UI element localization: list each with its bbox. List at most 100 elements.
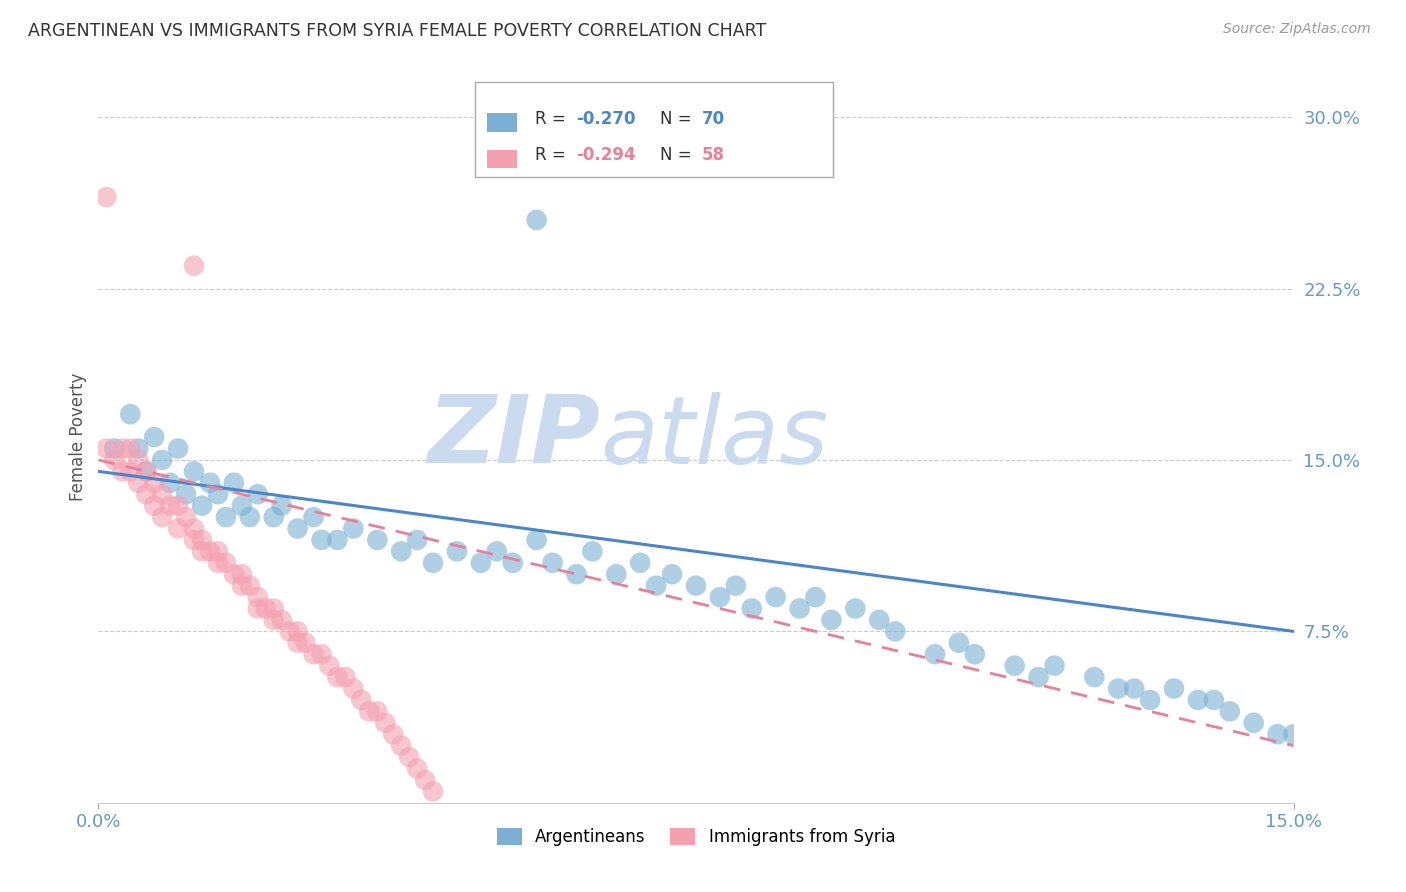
Point [150, 453, 173, 467]
Point [924, 647, 946, 661]
Point [198, 475, 221, 490]
Point [143, 430, 166, 444]
Point [207, 556, 229, 570]
Point [302, 510, 325, 524]
Point [1282, 727, 1305, 741]
Point [183, 464, 205, 478]
Point [191, 499, 214, 513]
Text: R =: R = [534, 110, 571, 128]
Point [422, 784, 444, 798]
Point [398, 750, 420, 764]
FancyBboxPatch shape [486, 113, 517, 132]
Point [103, 442, 125, 456]
Point [804, 590, 827, 604]
Point [685, 579, 707, 593]
Legend: Argentineans, Immigrants from Syria: Argentineans, Immigrants from Syria [489, 822, 903, 853]
Point [135, 487, 157, 501]
Point [127, 442, 149, 456]
Point [1004, 658, 1026, 673]
Point [581, 544, 603, 558]
Point [183, 521, 205, 535]
Point [948, 636, 970, 650]
Point [1139, 693, 1161, 707]
FancyBboxPatch shape [475, 82, 834, 178]
Point [159, 475, 181, 490]
Text: ARGENTINEAN VS IMMIGRANTS FROM SYRIA FEMALE POVERTY CORRELATION CHART: ARGENTINEAN VS IMMIGRANTS FROM SYRIA FEM… [28, 22, 766, 40]
Point [868, 613, 890, 627]
Point [167, 521, 190, 535]
Point [406, 533, 429, 547]
Point [541, 556, 564, 570]
Point [174, 510, 197, 524]
Point [765, 590, 787, 604]
Point [1123, 681, 1146, 696]
Point [239, 579, 262, 593]
Point [270, 613, 292, 627]
Point [326, 670, 349, 684]
Y-axis label: Female Poverty: Female Poverty [69, 373, 87, 501]
Point [342, 521, 364, 535]
Text: atlas: atlas [600, 392, 828, 483]
Point [96, 442, 118, 456]
Point [374, 715, 396, 730]
Point [884, 624, 907, 639]
Text: -0.270: -0.270 [576, 110, 636, 128]
Point [215, 556, 238, 570]
Point [1243, 715, 1265, 730]
Point [183, 259, 205, 273]
Point [844, 601, 866, 615]
Point [246, 487, 269, 501]
Point [628, 556, 651, 570]
Point [127, 453, 149, 467]
Point [326, 533, 349, 547]
Point [302, 647, 325, 661]
Text: N =: N = [661, 110, 697, 128]
Point [366, 705, 388, 719]
Text: 70: 70 [702, 110, 725, 128]
Point [406, 762, 429, 776]
Point [96, 190, 118, 204]
Point [191, 544, 214, 558]
Point [239, 510, 262, 524]
Point [1219, 705, 1241, 719]
Point [246, 590, 269, 604]
Text: N =: N = [661, 146, 697, 164]
Point [413, 772, 436, 787]
Point [1107, 681, 1129, 696]
Point [605, 567, 627, 582]
Point [231, 499, 253, 513]
Point [1267, 727, 1289, 741]
Point [135, 464, 157, 478]
Point [1083, 670, 1105, 684]
Point [111, 442, 134, 456]
Point [222, 475, 245, 490]
Point [485, 544, 508, 558]
Text: R =: R = [534, 146, 571, 164]
Point [103, 453, 125, 467]
Point [526, 533, 548, 547]
Point [287, 521, 309, 535]
Point [741, 601, 763, 615]
Point [183, 533, 205, 547]
Point [207, 544, 229, 558]
Point [270, 499, 292, 513]
Point [143, 475, 166, 490]
Point [150, 510, 173, 524]
Point [167, 499, 190, 513]
Point [724, 579, 747, 593]
Point [263, 510, 285, 524]
Point [311, 647, 333, 661]
Point [645, 579, 668, 593]
Point [446, 544, 468, 558]
Point [1202, 693, 1225, 707]
Point [1187, 693, 1209, 707]
Text: Source: ZipAtlas.com: Source: ZipAtlas.com [1223, 22, 1371, 37]
Point [254, 601, 277, 615]
Point [389, 544, 412, 558]
Point [820, 613, 842, 627]
Point [287, 636, 309, 650]
Point [661, 567, 683, 582]
Point [789, 601, 811, 615]
Point [135, 464, 157, 478]
Point [159, 499, 181, 513]
